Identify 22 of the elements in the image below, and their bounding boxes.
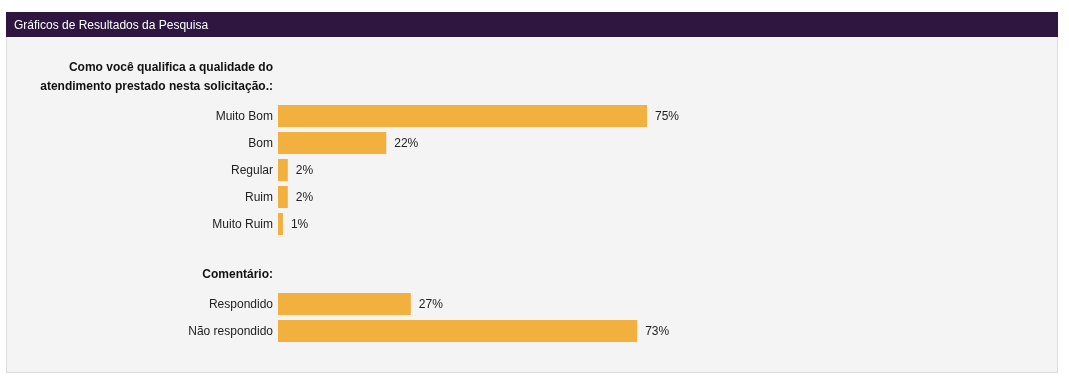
- bar: [278, 132, 387, 154]
- bar: [278, 159, 288, 181]
- data-label: 2%: [295, 163, 314, 177]
- data-label: 73%: [645, 324, 670, 338]
- y-tick-label: Respondido: [208, 297, 274, 311]
- y-tick-label: Muito Ruim: [212, 217, 273, 231]
- data-label: 75%: [655, 109, 680, 123]
- data-label: 2%: [295, 190, 314, 204]
- y-tick-label: Regular: [230, 163, 273, 177]
- bar: [278, 213, 283, 235]
- text: Como você qualifica a qualidade do atendimento prestado nesta solicitação.:: [40, 60, 273, 93]
- bar: [278, 186, 288, 208]
- chart-subtitle: Comentário:: [202, 267, 273, 281]
- bar: [278, 105, 647, 127]
- data-label: 27%: [418, 297, 444, 311]
- data-label: 22%: [394, 136, 419, 150]
- y-tick-label: Ruim: [244, 190, 273, 204]
- text: Gráficos de Resultados da Pesquisa: [14, 18, 209, 32]
- y-tick-label: Não respondido: [188, 324, 274, 338]
- y-tick-label: Muito Bom: [215, 109, 273, 123]
- y-tick-label: Bom: [248, 136, 273, 150]
- data-label: 1%: [290, 217, 309, 231]
